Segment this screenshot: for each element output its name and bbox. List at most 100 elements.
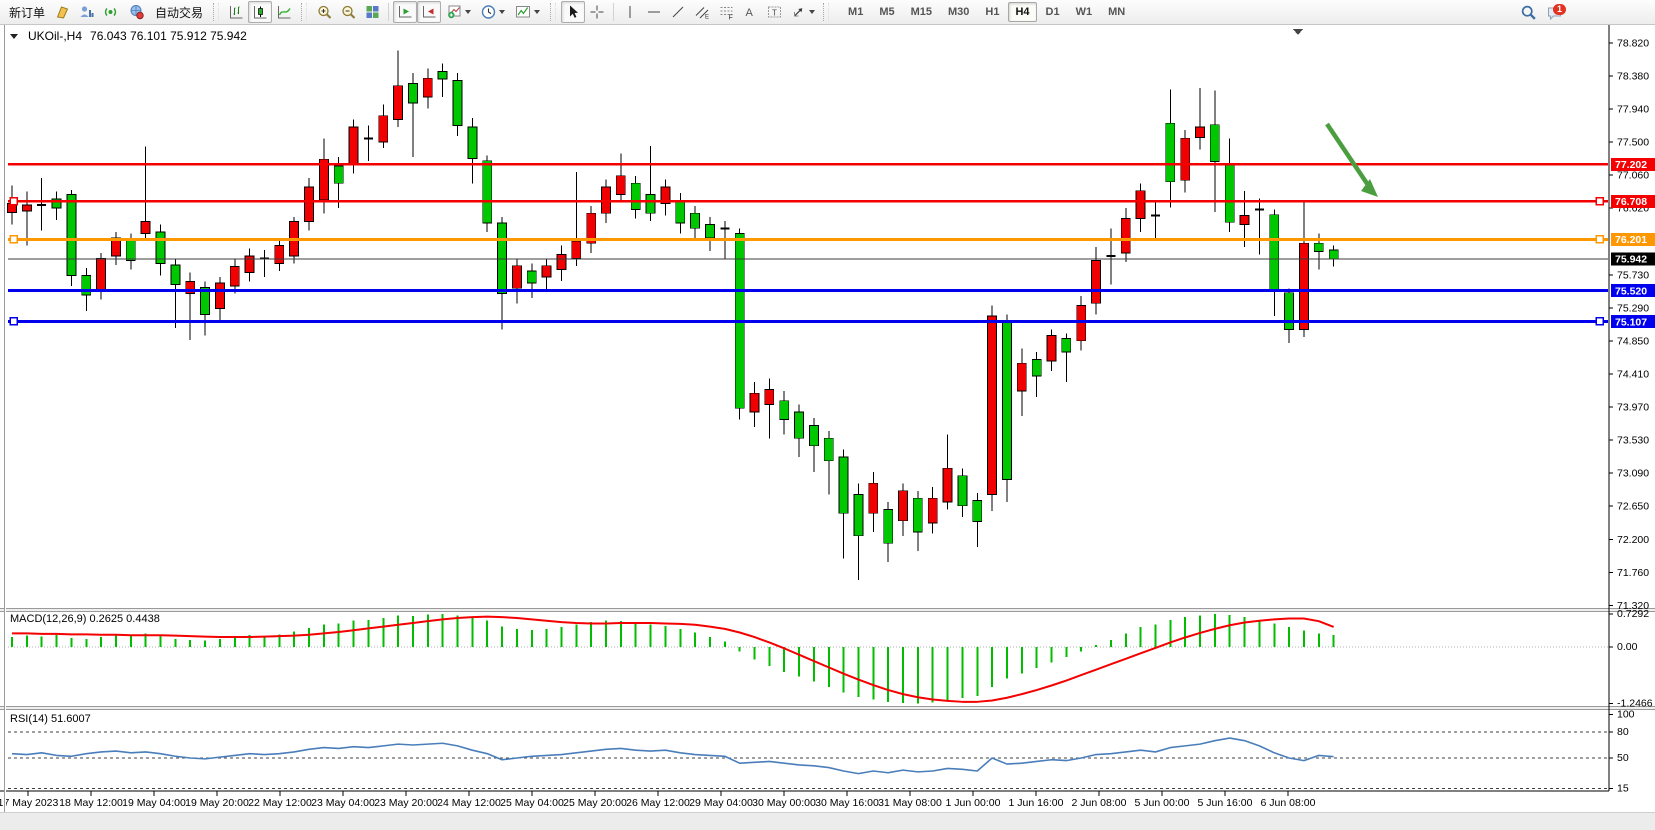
line-chart-mode-button[interactable] xyxy=(272,1,296,23)
candle-body xyxy=(868,482,879,514)
time-axis-label: 31 May 08:00 xyxy=(878,797,942,809)
line-handle[interactable] xyxy=(9,235,18,244)
text-tool-button[interactable]: A xyxy=(738,1,762,23)
timeframe-button-w1[interactable]: W1 xyxy=(1075,6,1093,18)
dropdown-caret xyxy=(534,10,541,14)
rsi-indicator-label: RSI(14) 51.6007 xyxy=(10,713,91,725)
price-axis-badge xyxy=(1611,314,1655,328)
auto-scroll-button[interactable] xyxy=(417,1,442,23)
price-axis-badge xyxy=(1611,157,1655,171)
timeframe-button-h4[interactable]: H4 xyxy=(1008,2,1037,22)
time-axis-label: 5 Jun 00:00 xyxy=(1135,797,1190,809)
time-axis-label: 1 Jun 00:00 xyxy=(946,797,1001,809)
chart-shift-marker[interactable] xyxy=(1293,29,1303,35)
chart-shift-button[interactable] xyxy=(393,1,418,23)
candle-body xyxy=(883,509,894,544)
macd-axis-label: -1.2466 xyxy=(1617,697,1653,709)
crosshair-tool-button[interactable] xyxy=(585,1,609,23)
candle-body xyxy=(1165,122,1176,183)
cursor-tool-button[interactable] xyxy=(561,1,586,23)
chart-title: UKOil-,H4 76.043 76.101 75.912 75.942 xyxy=(10,29,247,43)
zoom-out-button[interactable] xyxy=(336,1,360,23)
price-axis-label: 77.940 xyxy=(1617,104,1649,116)
timeframe-button-d1[interactable]: D1 xyxy=(1045,6,1060,18)
annotation-arrow[interactable] xyxy=(1325,122,1370,187)
line-handle[interactable] xyxy=(1595,317,1604,326)
trendline-tool-button[interactable] xyxy=(666,1,690,23)
toolbar-separator xyxy=(613,3,615,21)
macd-signal-line xyxy=(12,615,1335,703)
candle-body xyxy=(66,194,77,276)
symbol-period-label: UKOil-,H4 xyxy=(28,29,83,43)
price-axis-label: 73.090 xyxy=(1617,467,1649,479)
candle-body xyxy=(942,467,953,503)
timeframe-button-m30[interactable]: M30 xyxy=(948,6,970,18)
price-axis-badge xyxy=(1611,232,1655,246)
timeframe-button-h1[interactable]: H1 xyxy=(985,6,1000,18)
zoom-in-button[interactable] xyxy=(312,1,336,23)
candle-body xyxy=(586,212,597,244)
candle-body xyxy=(214,282,225,309)
candle-body xyxy=(1195,126,1205,138)
time-axis-label: 24 May 12:00 xyxy=(437,797,501,809)
annotation-arrow-head[interactable] xyxy=(1361,179,1378,197)
line-handle[interactable] xyxy=(9,197,18,206)
indicators-button[interactable] xyxy=(509,1,545,23)
timeframe-button-m5[interactable]: M5 xyxy=(879,6,895,18)
notifications-button[interactable]: 1 xyxy=(1540,2,1568,24)
tile-windows-icon xyxy=(366,6,379,18)
time-axis-label: 6 Jun 08:00 xyxy=(1261,797,1316,809)
signals-button[interactable] xyxy=(98,1,122,23)
price-axis-badge xyxy=(1611,284,1655,297)
arrows-tool-button[interactable] xyxy=(786,1,818,23)
window-edge xyxy=(4,25,5,812)
candle-body xyxy=(927,497,938,524)
market-watch-button[interactable] xyxy=(74,1,98,23)
periods-button[interactable] xyxy=(475,1,509,23)
time-axis-label: 5 Jun 16:00 xyxy=(1198,797,1253,809)
new-chart-button[interactable] xyxy=(441,1,475,23)
timeframe-button-m15[interactable]: M15 xyxy=(910,6,932,18)
fibonacci-tool-button[interactable]: F xyxy=(714,1,738,23)
candle-body xyxy=(1061,338,1072,353)
autotrading-label[interactable]: 自动交易 xyxy=(155,5,204,20)
candle-body xyxy=(333,165,344,184)
new-order-button[interactable]: 新订单 xyxy=(9,5,46,20)
history-center-button[interactable] xyxy=(50,1,74,23)
candle-chart-mode-button[interactable] xyxy=(248,1,273,23)
macd-axis-label: 0.00 xyxy=(1617,641,1638,653)
svg-text:A: A xyxy=(746,7,754,19)
candle-body xyxy=(1180,137,1191,181)
candle-body xyxy=(274,245,285,264)
status-strip xyxy=(0,812,1655,830)
search-button[interactable] xyxy=(1516,2,1540,24)
candle-body xyxy=(645,194,656,214)
horizontal-line-tool-button[interactable] xyxy=(642,1,666,23)
ohlc-readout: 76.043 76.101 75.912 75.942 xyxy=(90,29,247,43)
candle-body xyxy=(1313,242,1324,252)
chart-canvas[interactable]: 78.82078.38077.94077.50077.06076.62075.7… xyxy=(0,25,1655,812)
vertical-line-tool-button[interactable] xyxy=(618,1,642,23)
line-handle[interactable] xyxy=(9,317,18,326)
channel-tool-button[interactable]: E xyxy=(690,1,714,23)
candle-body xyxy=(125,239,136,261)
price-axis-label: 75.730 xyxy=(1617,269,1649,281)
zoom-out-icon xyxy=(341,5,355,19)
autotrading-button[interactable] xyxy=(122,1,150,23)
line-handle[interactable] xyxy=(1595,197,1604,206)
doji-body xyxy=(363,137,373,140)
rsi-axis-label: 50 xyxy=(1617,752,1629,764)
tile-windows-button[interactable] xyxy=(360,1,384,23)
dropdown-caret xyxy=(464,10,471,14)
text-label-tool-button[interactable]: T xyxy=(762,1,786,23)
timeframe-button-mn[interactable]: MN xyxy=(1108,6,1126,18)
doji-body xyxy=(1254,208,1264,211)
rsi-axis-label: 100 xyxy=(1617,709,1635,721)
main-toolbar: 新订单 自动交易 xyxy=(0,0,1655,25)
bar-chart-mode-button[interactable] xyxy=(224,1,248,23)
chart-dropdown-icon[interactable] xyxy=(10,33,18,39)
timeframe-button-m1[interactable]: M1 xyxy=(848,6,864,18)
candle-body xyxy=(987,315,997,495)
line-handle[interactable] xyxy=(1595,235,1604,244)
candle-body xyxy=(155,231,166,264)
